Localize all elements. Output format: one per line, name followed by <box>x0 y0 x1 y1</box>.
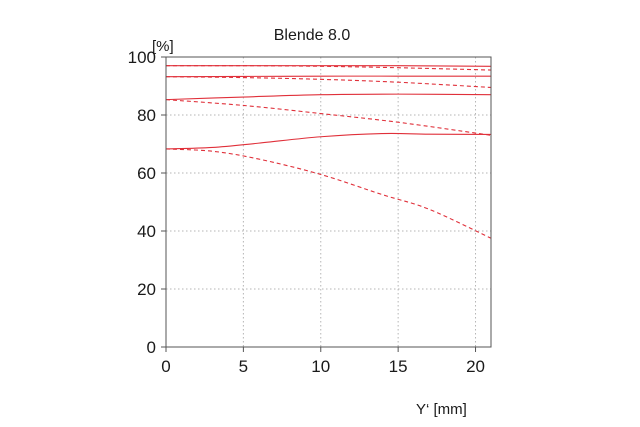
series-line-dashed <box>165 148 492 239</box>
series-line-solid <box>165 93 492 101</box>
series-line-solid <box>165 65 492 67</box>
x-axis-ticks: 0 5 10 15 20 <box>161 347 485 376</box>
series-line-solid <box>165 75 491 78</box>
y-tick-label: 100 <box>128 48 156 67</box>
y-tick-label: 40 <box>137 222 156 241</box>
x-axis-label: Y‘ [mm] <box>416 401 467 418</box>
series-line-dashed <box>165 65 492 71</box>
y-tick-label: 80 <box>137 106 156 125</box>
x-tick-label: 10 <box>311 357 330 376</box>
series-line-dashed <box>165 76 492 88</box>
chart-title: Blende 8.0 <box>274 27 351 44</box>
series-line-dashed <box>165 99 492 136</box>
x-tick-label: 20 <box>466 357 485 376</box>
series-line-solid <box>165 132 492 150</box>
y-tick-label: 0 <box>147 338 156 357</box>
plot-series <box>165 65 492 239</box>
y-tick-label: 20 <box>137 280 156 299</box>
plot-frame <box>165 56 492 348</box>
x-tick-label: 15 <box>389 357 408 376</box>
y-axis-ticks: 0 20 40 60 80 100 <box>128 48 166 357</box>
x-tick-label: 5 <box>239 357 248 376</box>
grid <box>165 56 491 348</box>
y-tick-label: 60 <box>137 164 156 183</box>
y-axis-label: [%] <box>152 38 174 55</box>
x-tick-label: 0 <box>161 357 170 376</box>
